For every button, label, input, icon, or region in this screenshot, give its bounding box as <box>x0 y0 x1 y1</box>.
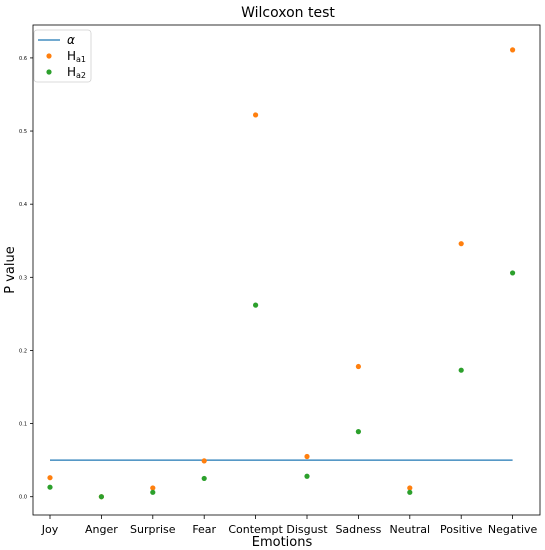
x-tick-label: Neutral <box>389 523 430 536</box>
x-tick-label: Negative <box>488 523 538 536</box>
x-tick-label: Disgust <box>286 523 328 536</box>
x-tick-label: Positive <box>440 523 483 536</box>
point-series-1 <box>458 241 464 247</box>
point-series-2 <box>304 473 310 479</box>
y-axis-label: P value <box>3 246 18 293</box>
point-series-1 <box>201 458 207 464</box>
y-tick-label: 0.3 <box>19 275 27 281</box>
x-tick-label: Surprise <box>130 523 176 536</box>
point-series-2 <box>458 367 464 373</box>
point-series-1 <box>253 112 259 118</box>
point-series-2 <box>47 484 53 490</box>
point-series-1 <box>407 485 413 491</box>
y-tick-label: 0.4 <box>19 202 27 208</box>
point-series-2 <box>150 489 156 495</box>
x-tick-label: Anger <box>85 523 118 536</box>
legend-alpha-label: α <box>67 33 75 47</box>
point-series-1 <box>355 363 361 370</box>
legend-series-1-label: Ha1 <box>67 49 86 64</box>
point-series-2 <box>509 270 516 276</box>
point-series-1 <box>304 453 310 460</box>
point-series-1 <box>47 475 53 481</box>
legend-box <box>33 29 92 83</box>
plot-frame <box>32 24 541 516</box>
x-tick-label: Sadness <box>335 523 381 536</box>
y-tick-label: 0.2 <box>19 348 27 354</box>
point-series-2 <box>407 489 413 495</box>
x-axis-label: Emotions <box>252 535 313 550</box>
point-series-1 <box>509 47 516 53</box>
chart-title: Wilcoxon test <box>241 5 335 21</box>
point-series-2 <box>355 429 361 435</box>
point-series-2 <box>201 475 207 482</box>
legend-series-2-marker <box>46 69 52 75</box>
legend-series-1-marker <box>46 53 52 59</box>
y-tick-label: 0.5 <box>19 129 27 135</box>
y-axis: 0.0 0.1 0.2 0.3 0.4 0.5 0.6 <box>19 56 33 501</box>
x-axis: Joy Anger Surprise Fear Contempt Disgust Sadne… <box>41 515 538 536</box>
point-series-2 <box>98 494 104 500</box>
legend-series-2-label: Ha2 <box>67 65 86 80</box>
point-series-2 <box>253 302 259 308</box>
point-series-1 <box>150 485 156 491</box>
x-tick-label: Joy <box>41 523 59 536</box>
x-tick-label: Contempt <box>228 523 283 536</box>
y-tick-label: 0.0 <box>19 495 27 501</box>
data-points <box>47 47 516 500</box>
x-tick-label: Fear <box>192 523 216 536</box>
y-tick-label: 0.6 <box>19 56 27 62</box>
y-tick-label: 0.1 <box>19 422 27 428</box>
